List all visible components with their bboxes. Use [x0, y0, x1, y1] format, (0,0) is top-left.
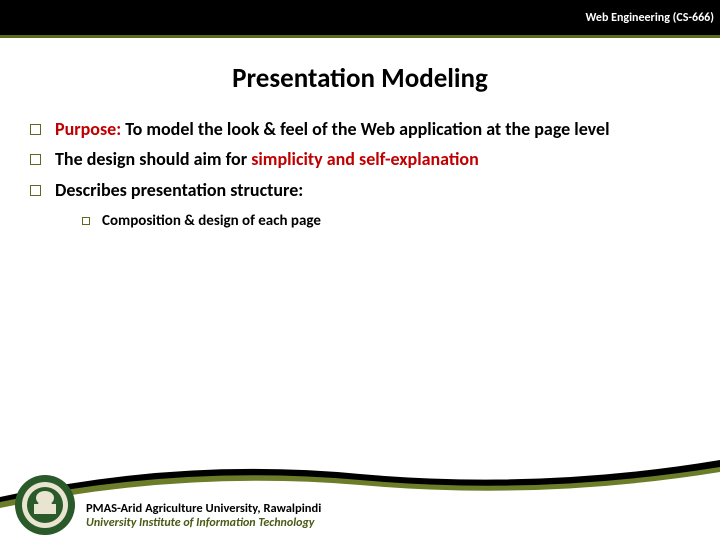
bullet-highlight: Purpose:	[55, 118, 121, 140]
bullet-highlight: simplicity and self-explanation	[251, 148, 479, 170]
square-bullet-icon	[82, 217, 90, 225]
bullet-text: The design should aim for simplicity and…	[55, 147, 479, 171]
square-bullet-icon	[30, 185, 41, 196]
bullet-text: Purpose: To model the look & feel of the…	[55, 117, 610, 141]
course-code: Web Engineering (CS-666)	[585, 11, 714, 25]
university-name: PMAS-Arid Agriculture University, Rawalp…	[86, 501, 321, 516]
footer: PMAS-Arid Agriculture University, Rawalp…	[0, 462, 720, 540]
slide-title: Presentation Modeling	[0, 62, 720, 95]
content-area: Purpose: To model the look & feel of the…	[0, 117, 720, 230]
sub-bullet-item: Composition & design of each page	[82, 212, 690, 230]
bullet-text: Describes presentation structure:	[55, 178, 303, 202]
bullet-item: The design should aim for simplicity and…	[30, 147, 690, 171]
square-bullet-icon	[30, 124, 41, 135]
institute-name: University Institute of Information Tech…	[86, 516, 321, 530]
footer-text-block: PMAS-Arid Agriculture University, Rawalp…	[86, 501, 321, 530]
university-logo-icon	[14, 474, 76, 536]
sub-bullet-text: Composition & design of each page	[102, 212, 321, 230]
bullet-item: Purpose: To model the look & feel of the…	[30, 117, 690, 141]
bullet-rest: To model the look & feel of the Web appl…	[121, 118, 609, 140]
square-bullet-icon	[30, 154, 41, 165]
header-bar: Web Engineering (CS-666)	[0, 0, 720, 38]
bullet-item: Describes presentation structure:	[30, 178, 690, 202]
bullet-plain: The design should aim for	[55, 148, 251, 170]
